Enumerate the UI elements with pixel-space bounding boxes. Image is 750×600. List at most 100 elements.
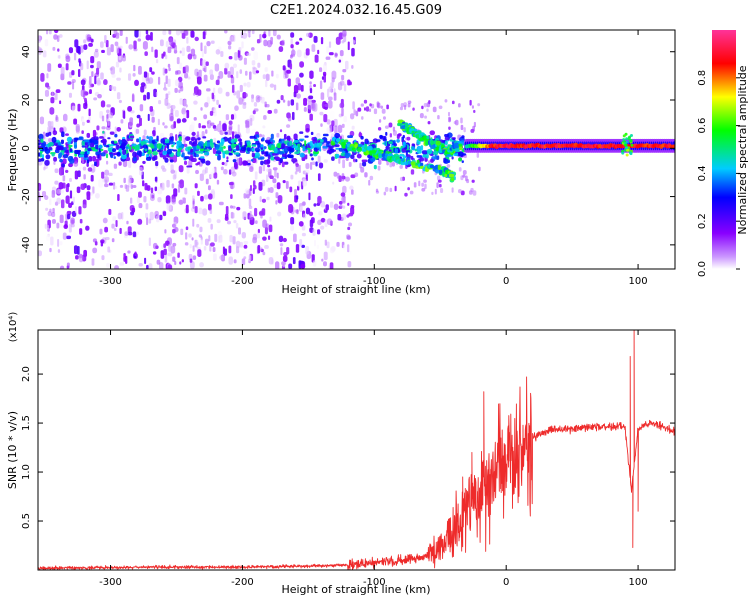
spectrogram-cell-1284	[248, 254, 252, 262]
snr-xtick-label-4: 100	[629, 577, 648, 588]
spectrogram-cell-1754	[299, 152, 305, 158]
spectrogram-cell-1498	[404, 104, 407, 110]
spectrogram-cell-1360	[83, 39, 87, 44]
spectrogram-cell-1004	[309, 88, 313, 94]
spectrogram-cell-2231	[48, 147, 53, 151]
spectrogram-cell-3129	[627, 146, 631, 150]
spectrogram-cell-460	[101, 115, 105, 122]
spectrogram-cell-3133	[622, 134, 626, 138]
spectrogram-cell-1380	[162, 67, 166, 76]
spectrogram-cell-1402	[355, 110, 359, 117]
spectrogram-cell-1609	[281, 161, 285, 168]
spectrogram-cell-1267	[237, 124, 240, 134]
spectrogram-cell-35	[227, 40, 232, 46]
spectrogram-cell-616	[310, 217, 315, 224]
spectrogram-cell-1150	[231, 171, 237, 177]
spectrogram-cell-1209	[327, 218, 333, 226]
spectrogram-cell-961	[201, 59, 207, 69]
spectrogram-cell-734	[46, 73, 49, 79]
spectrogram-cell-1389	[132, 231, 137, 238]
spectrogram-cell-611	[241, 41, 244, 49]
spectrogram-cell-777	[278, 46, 284, 52]
spectrogram-cell-324	[192, 245, 195, 252]
spectrogram-cell-1285	[207, 185, 211, 191]
colorbar-tick-label-0: 0.0	[697, 261, 708, 277]
spectrogram-cell-1418	[421, 187, 426, 192]
spectrogram-cell-2265	[105, 145, 110, 148]
spectrogram-cell-659	[119, 67, 122, 73]
spectrogram-cell-1554	[383, 191, 387, 196]
spectrogram-cell-570	[88, 79, 92, 89]
spectrogram-cell-2250	[429, 130, 436, 136]
spectrogram-cell-255	[297, 180, 302, 188]
spectrogram-cell-1235	[347, 261, 352, 268]
spectrogram-cell-1823	[99, 136, 104, 139]
spectrogram-cell-1997	[147, 149, 152, 155]
spectrogram-cell-893	[62, 232, 67, 240]
spectrogram-cell-1099	[192, 92, 196, 96]
spectrogram-cell-1379	[62, 175, 66, 182]
spectrogram-cell-832	[239, 84, 243, 93]
spectrogram-cell-1221	[77, 69, 81, 78]
spectrogram-cell-489	[252, 233, 258, 241]
spectrogram-cell-1419	[412, 107, 415, 111]
spectrogram-cell-50	[297, 185, 300, 191]
spectrogram-cell-861	[319, 80, 323, 90]
spectrogram-cell-2562	[420, 162, 424, 167]
spectrogram-cell-648	[217, 75, 220, 84]
spectrogram-cell-2294	[38, 133, 44, 140]
spectrogram-cell-607	[66, 213, 71, 220]
spectrogram-cell-2319	[312, 138, 318, 145]
spectrogram-cell-221	[228, 245, 232, 254]
spectrogram-cell-1182	[203, 74, 208, 82]
spectrogram-cell-1023	[181, 197, 186, 203]
spectrogram-cell-295	[113, 86, 117, 92]
spectrogram-cell-1322	[348, 212, 354, 217]
spectrogram-cell-383	[47, 63, 52, 72]
spectrogram-cell-773	[263, 39, 268, 47]
spectrogram-cell-5	[154, 186, 158, 192]
spectrogram-cell-910	[220, 51, 224, 57]
spectrogram-cell-443	[59, 241, 63, 246]
spectrogram-cell-122	[329, 262, 334, 269]
spectrogram-cell-2385	[200, 156, 205, 159]
spectrogram-cell-438	[73, 52, 77, 61]
spectrogram-cell-1493	[460, 124, 464, 131]
spectrogram-cell-1479	[424, 183, 427, 190]
spectrogram-cell-2456	[190, 157, 197, 163]
spectrogram-cell-2084	[38, 142, 41, 146]
spectrogram-cell-197	[59, 100, 62, 105]
spectrogram-cell-774	[286, 124, 291, 128]
spectrogram-cell-149	[311, 161, 316, 166]
spectrogram-cell-2281	[375, 139, 381, 142]
spectrogram-cell-2156	[289, 140, 293, 147]
spectrogram-cell-66	[290, 225, 295, 231]
spectrogram-cell-629	[68, 202, 72, 208]
spectrogram-cell-357	[268, 224, 273, 233]
spectrogram-cell-983	[258, 166, 263, 174]
spectrogram-cell-162	[238, 97, 243, 105]
spectrogram-cell-1086	[224, 213, 229, 219]
spectrogram-cell-1436	[368, 108, 372, 113]
spectrogram-cell-2411	[419, 157, 425, 162]
spectrogram-cell-1646	[334, 144, 340, 147]
spectrogram-cell-906	[178, 165, 184, 173]
spectrogram-cell-418	[73, 118, 78, 125]
spectrogram-cell-1029	[96, 61, 101, 69]
spectrogram-cell-1417	[476, 152, 480, 158]
spectrogram-cell-155	[148, 237, 151, 247]
spectrogram-cell-1679	[350, 154, 355, 160]
spectrogram-cell-846	[244, 188, 250, 195]
spectrogram-cell-870	[163, 248, 167, 256]
colorbar-tick-label-3: 0.6	[697, 118, 708, 134]
spectrogram-cell-2487	[356, 147, 363, 152]
spectrogram-cell-739	[320, 37, 324, 45]
spectrogram-cell-675	[108, 182, 114, 186]
spectrogram-cell-497	[189, 243, 192, 249]
spectrogram-cell-1538	[423, 102, 428, 108]
spectrogram-cell-991	[295, 243, 300, 253]
spectrogram-cell-1608	[86, 132, 91, 138]
spectrogram-cell-1390	[258, 211, 264, 216]
spectrogram-cell-787	[108, 172, 113, 177]
spectrogram-cell-1377	[189, 258, 193, 263]
